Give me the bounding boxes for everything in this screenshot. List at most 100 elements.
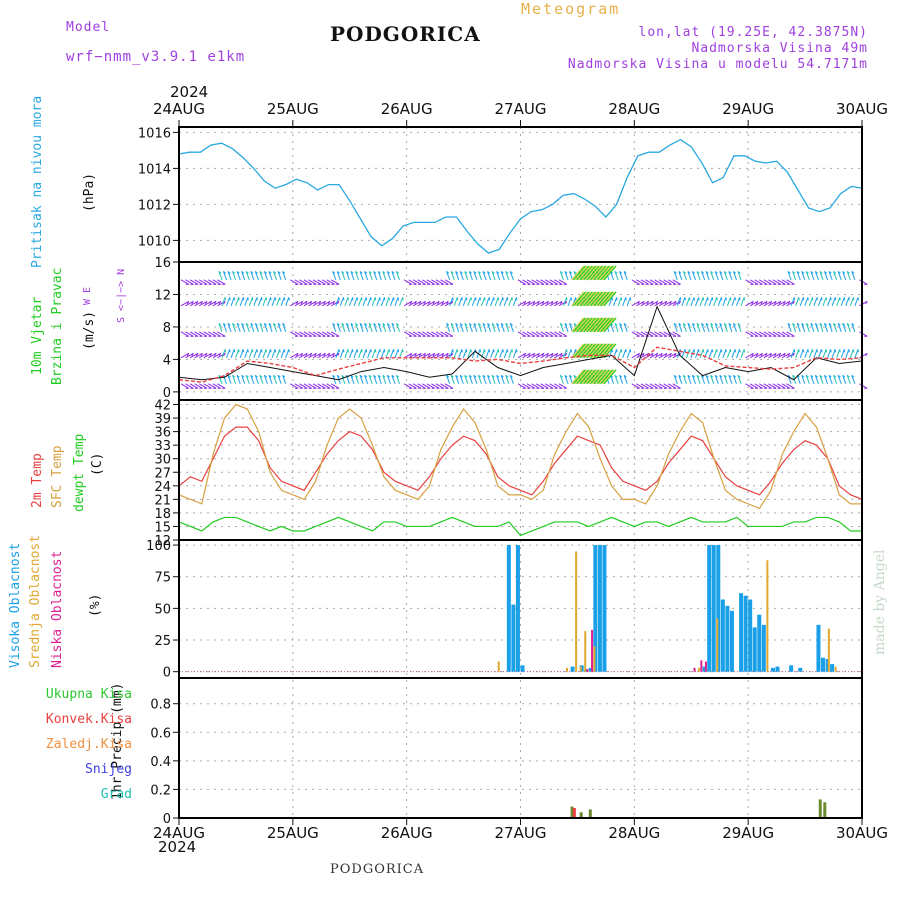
wind-arrow-head	[733, 374, 737, 378]
wind-arrow-head	[368, 322, 372, 326]
wind-arrow-storm	[576, 343, 590, 359]
wind-arrow	[254, 323, 259, 332]
wind-arrow-head	[842, 374, 846, 378]
wind-arrow	[801, 375, 806, 384]
wind-arrow	[509, 375, 514, 384]
wind-arrow	[391, 271, 396, 281]
wind-arrow	[663, 279, 672, 285]
cloud-high-bar	[789, 665, 794, 672]
wind-arrow	[326, 383, 335, 389]
wind-arrow-storm	[588, 317, 602, 333]
wind-arrow-storm	[583, 265, 597, 281]
wind-arrow-head	[500, 271, 504, 274]
wind-arrow	[277, 375, 282, 384]
wind-arrow	[254, 271, 259, 281]
wind-arrow	[658, 331, 668, 337]
wind-arrow	[817, 349, 823, 358]
wind-arrow	[303, 352, 312, 359]
wind-arrow	[412, 352, 422, 359]
precip-total-bar	[579, 812, 583, 818]
cloud-high-bar	[711, 545, 716, 672]
wind-arrow	[837, 271, 842, 281]
wind-arrow-head	[664, 301, 668, 305]
wind-arrow	[482, 375, 487, 384]
wind-arrow	[503, 349, 508, 358]
wind-arrow-head	[810, 322, 814, 326]
wind-arrow	[408, 300, 417, 307]
wind-arrow	[687, 323, 692, 332]
wind-arrow	[273, 271, 278, 281]
wind-arrow-head	[478, 271, 482, 274]
wind-arrow	[499, 349, 504, 358]
wind-arrow-head	[496, 374, 500, 378]
wind-arrow	[468, 271, 473, 281]
wind-arrow-head	[268, 322, 272, 326]
wind-arrow	[772, 331, 781, 337]
pressure-ytick-label: 1012	[138, 198, 171, 213]
wind-arrow-storm	[602, 343, 615, 359]
cloud-mid-bar	[579, 666, 582, 672]
wind-arrow	[244, 297, 249, 307]
wind-arrow-head	[232, 374, 236, 378]
wind-arrow	[444, 383, 454, 389]
wind-arrow	[345, 323, 350, 332]
wind-arrow	[294, 383, 303, 389]
wind-arrow	[232, 323, 237, 332]
wind-arrow-head	[236, 322, 240, 326]
wind-arrow	[859, 300, 868, 307]
wind-arrow	[654, 279, 663, 285]
cloud-high-bar	[720, 599, 725, 672]
wind-arrow	[719, 271, 724, 281]
wind-arrow-head	[409, 353, 413, 357]
cloud-high-bar	[729, 610, 734, 672]
wind-arrow	[253, 297, 258, 307]
wind-arrow	[558, 383, 567, 389]
wind-arrow	[622, 349, 627, 358]
wind-gust-line	[178, 346, 863, 383]
wind-arrow-storm	[579, 343, 593, 359]
wind-arrow	[180, 352, 190, 359]
cloud-high-bar	[821, 657, 826, 672]
wind-arrow	[505, 271, 510, 281]
wind-arrow	[462, 349, 467, 358]
wind-arrow-head	[537, 353, 540, 357]
wind-arrow	[745, 352, 754, 359]
wind-arrow	[473, 375, 478, 384]
wind-arrow-head	[760, 353, 763, 357]
wind-arrow	[236, 271, 241, 281]
wind-arrow	[446, 323, 451, 332]
wind-arrow	[380, 349, 385, 358]
wind-arrow-head	[218, 301, 222, 305]
wind-arrow	[554, 352, 563, 359]
wind-arrow	[468, 375, 473, 384]
wind-arrow-head	[673, 374, 677, 378]
wind-arrow-storm	[572, 291, 586, 307]
temp-ytick-label: 33	[154, 439, 171, 454]
wind-arrow	[777, 279, 786, 285]
wind-arrow-head	[377, 374, 381, 378]
wind-arrow	[623, 323, 628, 332]
wind-arrow	[362, 349, 367, 358]
wind-arrow	[804, 297, 809, 307]
wind-arrow	[326, 279, 335, 285]
wind-arrow-head	[723, 374, 727, 378]
wind-arrow	[535, 300, 545, 307]
wind-arrow	[549, 383, 558, 389]
wind-arrow	[203, 352, 212, 359]
wind-arrow-head	[560, 353, 563, 357]
wind-arrow-head	[573, 271, 577, 274]
wind-arrow	[496, 375, 501, 384]
wind-arrow-head	[614, 322, 618, 326]
wind-arrow	[259, 271, 264, 281]
wind-arrow	[708, 297, 713, 307]
wind-arrow	[822, 349, 827, 358]
wind-arrow	[412, 383, 422, 389]
wind-arrow	[545, 331, 554, 337]
wind-arrow-head	[687, 374, 691, 378]
wind-arrow-head	[459, 271, 463, 274]
wind-arrow	[227, 323, 232, 332]
wind-arrow-head	[341, 374, 345, 378]
wind-arrow	[317, 352, 326, 359]
wind-arrow	[476, 297, 481, 307]
